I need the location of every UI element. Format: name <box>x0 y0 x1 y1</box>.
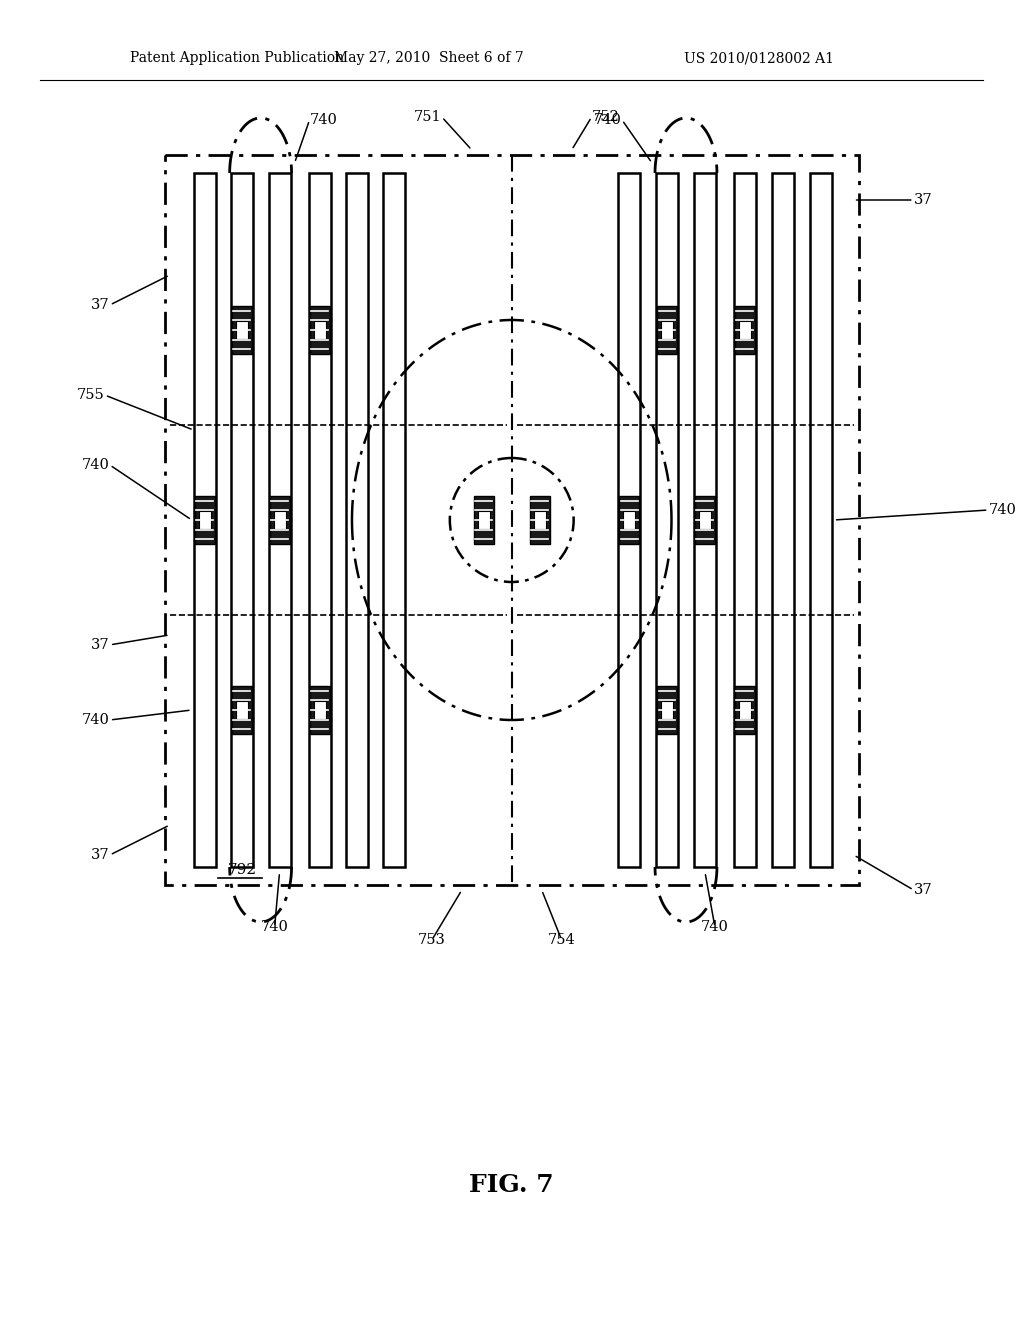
Text: 752: 752 <box>592 110 620 124</box>
Bar <box>346 173 369 867</box>
Text: 740: 740 <box>82 713 110 727</box>
Bar <box>308 173 331 867</box>
Text: 740: 740 <box>988 503 1017 517</box>
Text: FIG. 7: FIG. 7 <box>469 1173 554 1197</box>
Text: 37: 37 <box>91 847 110 862</box>
Bar <box>230 173 253 867</box>
Bar <box>309 306 330 354</box>
Bar <box>313 701 326 718</box>
Bar <box>656 173 678 867</box>
Bar <box>657 306 677 354</box>
Text: 37: 37 <box>91 638 110 652</box>
Text: 37: 37 <box>91 298 110 312</box>
Text: 740: 740 <box>309 114 338 127</box>
Text: 37: 37 <box>913 193 932 207</box>
Bar <box>165 154 859 884</box>
Bar <box>309 686 330 734</box>
Bar <box>618 173 640 867</box>
Text: 37: 37 <box>913 883 932 898</box>
Bar <box>195 496 215 544</box>
Bar <box>662 701 673 718</box>
Bar <box>620 496 639 544</box>
Bar <box>383 173 406 867</box>
Bar <box>474 496 494 544</box>
Bar <box>695 496 715 544</box>
Bar <box>269 496 290 544</box>
Text: US 2010/0128002 A1: US 2010/0128002 A1 <box>684 51 834 65</box>
Bar <box>199 511 211 528</box>
Bar <box>810 173 831 867</box>
Bar <box>772 173 794 867</box>
Text: 751: 751 <box>415 110 441 124</box>
Text: 792: 792 <box>227 863 257 876</box>
Text: 740: 740 <box>261 920 289 935</box>
Text: 755: 755 <box>77 388 104 403</box>
Text: 753: 753 <box>418 933 445 946</box>
Bar <box>194 173 216 867</box>
Text: 740: 740 <box>594 114 622 127</box>
Bar <box>529 496 550 544</box>
Bar <box>694 173 716 867</box>
Bar <box>231 686 252 734</box>
Bar <box>739 701 751 718</box>
Bar <box>734 173 756 867</box>
Bar <box>236 321 248 339</box>
Bar <box>268 173 291 867</box>
Bar <box>739 321 751 339</box>
Bar <box>735 686 755 734</box>
Bar <box>534 511 546 528</box>
Text: May 27, 2010  Sheet 6 of 7: May 27, 2010 Sheet 6 of 7 <box>335 51 524 65</box>
Bar <box>623 511 635 528</box>
Bar <box>662 321 673 339</box>
Bar <box>236 701 248 718</box>
Bar <box>231 306 252 354</box>
Bar <box>735 306 755 354</box>
Bar <box>313 321 326 339</box>
Bar <box>273 511 286 528</box>
Text: 740: 740 <box>701 920 729 935</box>
Text: Patent Application Publication: Patent Application Publication <box>130 51 344 65</box>
Bar <box>657 686 677 734</box>
Bar <box>699 511 711 528</box>
Bar <box>478 511 489 528</box>
Text: 754: 754 <box>548 933 575 946</box>
Text: 740: 740 <box>82 458 110 473</box>
